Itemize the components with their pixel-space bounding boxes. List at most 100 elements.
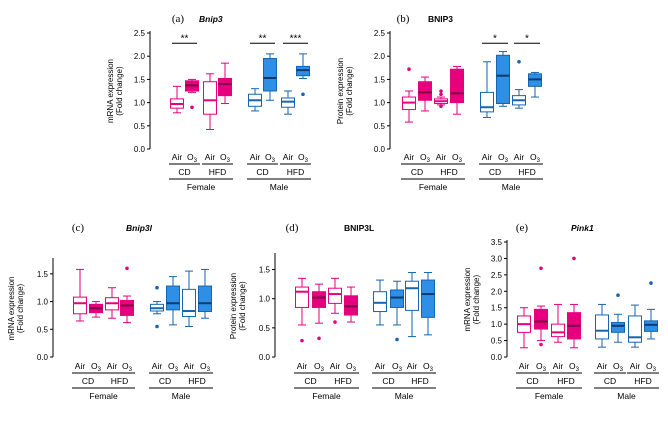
y-tick-label: 1.5	[259, 266, 271, 275]
box-7	[296, 53, 310, 97]
exposure-label-o3: O3	[200, 361, 211, 373]
diet-label: HFD	[411, 376, 428, 386]
significance-label: ***	[290, 34, 302, 45]
sex-label: Male	[270, 182, 289, 192]
y-tick-label: 0.0	[374, 145, 386, 154]
y-axis-label: (Fold change)	[115, 66, 124, 116]
box-4	[248, 88, 262, 112]
panel-c: 0.0 0.5 1.0 1.5 mRNA expression (Fold change)…	[7, 222, 213, 401]
y-tick-label: 1.0	[259, 295, 271, 304]
exposure-label-o3: O3	[646, 361, 657, 373]
exposure-label-air: Air	[482, 152, 493, 162]
box-body	[295, 286, 309, 308]
sex-label: Male	[172, 391, 191, 401]
diet-label: HFD	[440, 167, 457, 177]
box-6	[182, 270, 196, 328]
y-tick-label: 1.0	[37, 298, 49, 307]
panel-letter: (b)	[397, 13, 410, 25]
diet-label: HFD	[287, 167, 304, 177]
diet-label: CD	[489, 167, 501, 177]
exposure-label-o3: O3	[536, 361, 547, 373]
diet-label: CD	[82, 376, 94, 386]
box-5	[496, 51, 510, 107]
box-body	[120, 299, 134, 316]
exposure-label-o3: O3	[530, 152, 541, 164]
y-tick-label: 0.0	[259, 353, 271, 362]
box-4	[480, 61, 494, 118]
y-axis-label: (Fold change)	[345, 66, 354, 116]
outlier-point	[155, 324, 159, 329]
box-4	[150, 285, 164, 329]
y-tick-label: 0.0	[491, 353, 503, 362]
outlier-point	[539, 266, 543, 271]
outlier-point	[395, 337, 399, 342]
box-3	[450, 65, 464, 115]
exposure-label-o3: O3	[187, 152, 198, 164]
box-7	[198, 268, 212, 319]
exposure-label-air: Air	[283, 152, 294, 162]
diet-label: HFD	[111, 376, 128, 386]
y-tick-label: 0.0	[134, 145, 146, 154]
box-2	[203, 73, 217, 131]
y-axis-label: Protein expression	[336, 58, 345, 124]
box-3	[567, 256, 581, 349]
outlier-point	[317, 336, 321, 341]
y-tick-label: 0.5	[374, 122, 386, 131]
panel-letter: (e)	[516, 222, 529, 234]
sex-label: Male	[395, 391, 414, 401]
outlier-point	[517, 59, 521, 64]
diet-label: HFD	[518, 167, 535, 177]
y-axis-label: mRNA expression	[463, 267, 472, 331]
box-body	[73, 296, 87, 315]
exposure-label-o3: O3	[265, 152, 276, 164]
y-axis-label: Protein expression	[229, 273, 238, 339]
box-1	[312, 283, 326, 341]
box-1	[418, 76, 432, 112]
exposure-label-o3: O3	[168, 361, 179, 373]
exposure-label-o3: O3	[91, 361, 102, 373]
exposure-label-air: Air	[553, 361, 564, 371]
y-tick-label: 2.0	[491, 287, 503, 296]
exposure-label-air: Air	[330, 361, 341, 371]
exposure-label-air: Air	[519, 361, 530, 371]
y-tick-label: 2.5	[374, 29, 386, 38]
exposure-label-air: Air	[152, 361, 163, 371]
box-body	[595, 314, 609, 340]
box-6	[405, 271, 419, 338]
exposure-label-air: Air	[250, 152, 261, 162]
box-0	[295, 277, 309, 343]
diet-label: HFD	[209, 167, 226, 177]
box-body	[373, 291, 387, 313]
box-2	[551, 303, 565, 343]
panel-gene-title: Pink1	[571, 223, 594, 233]
exposure-label-o3: O3	[314, 361, 325, 373]
significance-label: **	[259, 34, 267, 45]
outlier-point	[439, 92, 443, 97]
box-body	[628, 315, 642, 343]
exposure-label-air: Air	[597, 361, 608, 371]
y-tick-label: 1.0	[134, 99, 146, 108]
exposure-label-o3: O3	[220, 152, 231, 164]
box-7	[528, 71, 542, 98]
exposure-label-o3: O3	[392, 361, 403, 373]
exposure-label-air: Air	[514, 152, 525, 162]
box-0	[170, 85, 184, 114]
box-body	[480, 91, 494, 113]
exposure-label-o3: O3	[346, 361, 357, 373]
panel-gene-title: Bnip3	[199, 14, 223, 24]
box-body	[312, 291, 326, 308]
exposure-label-air: Air	[172, 152, 183, 162]
box-3	[218, 62, 232, 105]
significance-label: *	[525, 34, 529, 45]
exposure-label-air: Air	[407, 361, 418, 371]
y-tick-label: 1.5	[374, 75, 386, 84]
diet-label: HFD	[334, 376, 351, 386]
box-0	[73, 268, 87, 322]
outlier-point	[616, 293, 620, 298]
outlier-point	[333, 320, 337, 324]
exposure-label-air: Air	[107, 361, 118, 371]
box-body	[450, 68, 464, 104]
diet-label: HFD	[188, 376, 205, 386]
sex-label: Male	[502, 182, 521, 192]
